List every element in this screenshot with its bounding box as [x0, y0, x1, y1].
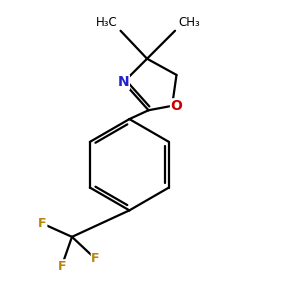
Text: N: N	[118, 75, 129, 89]
Text: F: F	[38, 217, 47, 230]
Text: F: F	[57, 260, 66, 273]
Text: CH₃: CH₃	[178, 16, 200, 29]
Text: H₃C: H₃C	[96, 16, 118, 29]
Text: F: F	[91, 252, 100, 266]
Text: O: O	[171, 99, 182, 113]
